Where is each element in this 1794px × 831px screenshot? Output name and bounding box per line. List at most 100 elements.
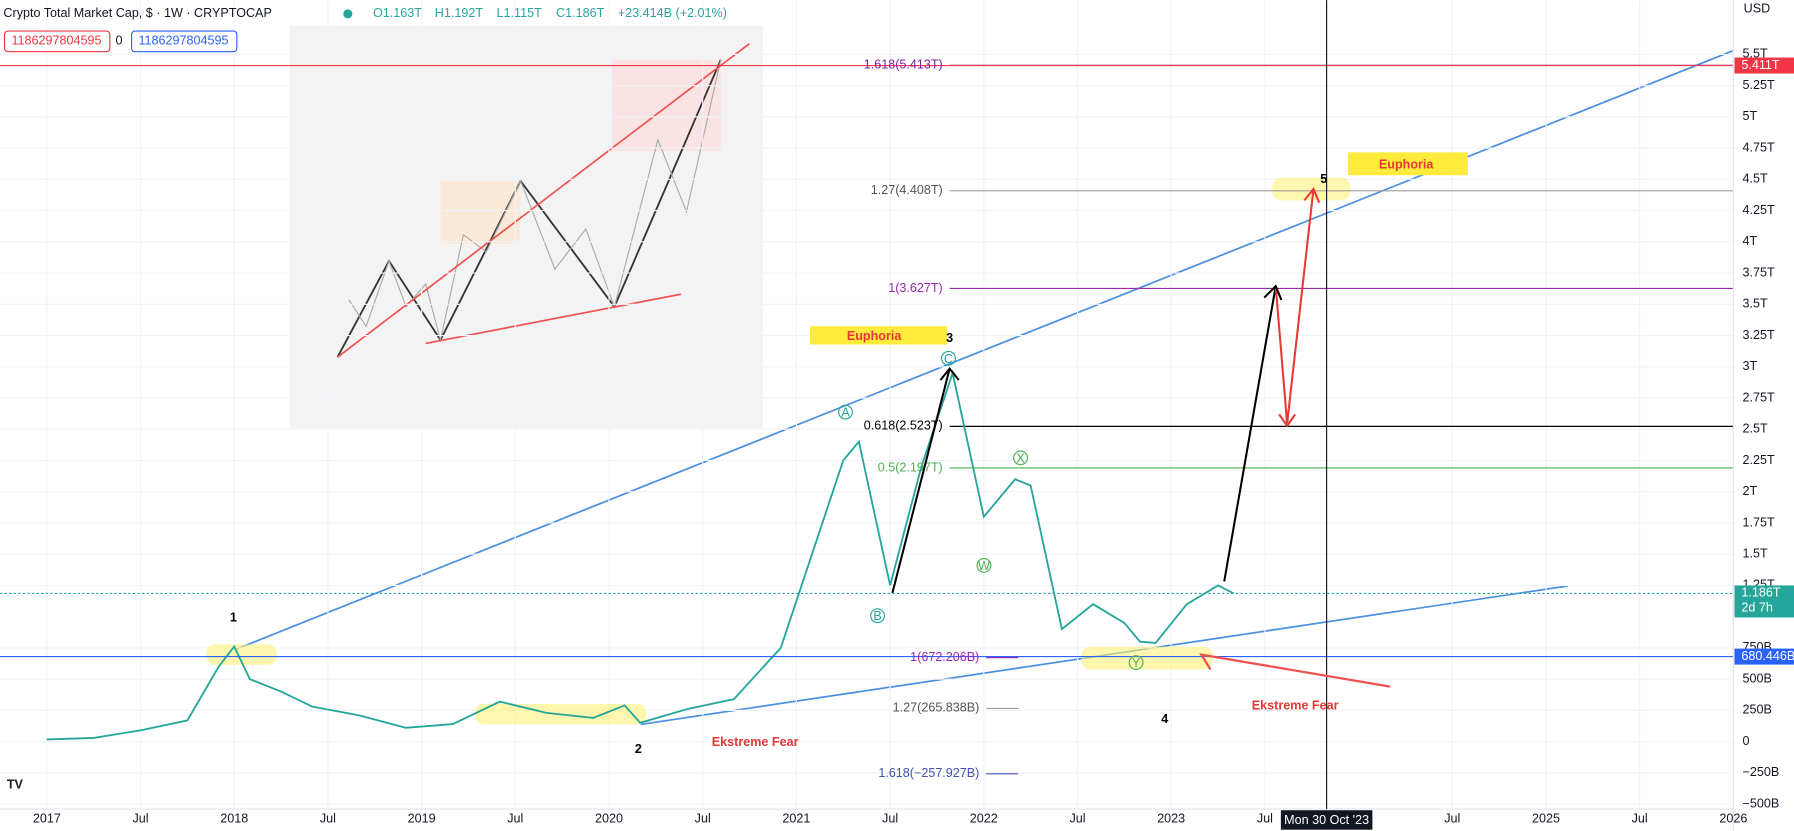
annotation: Euphoria [847, 329, 903, 343]
fib-label: 1(3.627T) [888, 281, 943, 295]
inset-subwave [348, 59, 722, 341]
highlight [810, 326, 948, 345]
status-dot [343, 9, 353, 19]
price-axis [1733, 0, 1794, 831]
annotation: 3 [946, 331, 953, 345]
x-tick-label: Jul [1444, 812, 1460, 826]
y-tick-label: 4.5T [1743, 172, 1768, 186]
logo[interactable]: TV [7, 777, 24, 791]
x-tick-label: 2018 [220, 812, 248, 826]
inset-zone [612, 59, 721, 152]
x-tick-label: 2023 [1157, 812, 1185, 826]
wave-circle [838, 404, 853, 420]
fib-label: 1(672.206B) [910, 650, 979, 664]
ohlc: C1.186T [556, 6, 605, 20]
y-tick-label: 3.25T [1743, 328, 1775, 342]
price-tag-sub: 2d 7h [1741, 601, 1772, 615]
annotation: 5 [1320, 172, 1327, 186]
price-tag-label: 680.446B [1741, 649, 1794, 663]
y-tick-label: 4.75T [1743, 140, 1775, 154]
arrow [1223, 286, 1277, 582]
input-box[interactable] [131, 30, 238, 53]
x-tick-label: Jul [507, 812, 523, 826]
annotation: 1 [230, 610, 237, 624]
y-tick-label: 250B [1743, 703, 1772, 717]
ohlc: L1.115T [497, 6, 543, 20]
x-tick-label: 2022 [970, 812, 998, 826]
annotation: A [841, 406, 850, 420]
y-tick-label: 4.25T [1743, 203, 1775, 217]
x-tick-label: 2017 [33, 812, 61, 826]
highlight [1272, 177, 1351, 201]
inset-zone [440, 180, 521, 244]
highlight [1347, 152, 1468, 176]
x-tick-label: 2019 [408, 812, 436, 826]
y-tick-label: 5.25T [1743, 78, 1775, 92]
annotation: X [1016, 451, 1025, 465]
ohlc: O1.163T [373, 6, 422, 20]
y-tick-label: 3.5T [1743, 297, 1768, 311]
arrow [1274, 188, 1315, 424]
input-box[interactable] [4, 30, 111, 53]
fib-label: 0.618(2.523T) [864, 419, 943, 433]
inset-wave [336, 59, 722, 358]
annotation: Y [1132, 656, 1141, 670]
price-tag-label: 1.186T [1741, 586, 1780, 600]
y-tick-label: 500B [1743, 671, 1772, 685]
y-tick-label: −250B [1743, 765, 1780, 779]
annotation: Ekstreme Fear [712, 735, 799, 749]
price-line [46, 369, 1235, 741]
wave-circle [1128, 655, 1144, 671]
x-tick-label: 2021 [782, 812, 810, 826]
wave-circle [941, 350, 956, 366]
x-tick-label: Jul [882, 812, 898, 826]
fib-label: 1.618(−257.927B) [878, 766, 979, 780]
wave-circle [976, 557, 992, 573]
inset-trend [336, 42, 750, 358]
input-value: 1186297804595 [138, 34, 228, 48]
price-tag [1734, 585, 1794, 618]
y-tick-label: 1.75T [1743, 515, 1775, 529]
y-tick-label: 4T [1743, 234, 1758, 248]
y-tick-label: 0 [1743, 734, 1750, 748]
y-tick-label: 3T [1743, 359, 1758, 373]
fib-label: 0.5(2.197T) [878, 460, 943, 474]
y-tick-label: 3.75T [1743, 265, 1775, 279]
symbol-title: Crypto Total Market Cap, $ · 1W · CRYPTO… [3, 6, 271, 20]
fib-label: 1.618(5.413T) [864, 58, 943, 72]
arrow-head [1263, 284, 1283, 301]
arrow [1199, 653, 1391, 688]
y-tick-label: −500B [1743, 796, 1780, 810]
arrow-head [1303, 186, 1321, 204]
arrow-head [1278, 413, 1297, 428]
arrow-head [939, 366, 960, 381]
annotation: 4 [1161, 712, 1168, 726]
annotation: 2 [635, 742, 642, 756]
wave-circle [870, 608, 885, 624]
y-tick-label: 2.75T [1743, 390, 1775, 404]
y-tick-label: 2.5T [1743, 422, 1768, 436]
y-tick-label: 5.5T [1743, 47, 1768, 61]
y-tick-label: 2.25T [1743, 453, 1775, 467]
crosshair-tag [1280, 810, 1373, 830]
y-tick-label: 5T [1743, 109, 1758, 123]
currency: USD [1744, 2, 1771, 16]
annotation: C [944, 352, 953, 366]
wave-circle [1013, 450, 1029, 466]
input-value: 1186297804595 [11, 34, 101, 48]
x-tick-label: Jul [320, 812, 336, 826]
ohlc: +23.414B (+2.01%) [618, 6, 727, 20]
annotation: W [978, 559, 990, 573]
ohlc: H1.192T [435, 6, 484, 20]
price-tag-label: 5.411T [1741, 58, 1780, 72]
fib-label: 1.27(265.838B) [893, 701, 980, 715]
price-tag [1734, 648, 1794, 665]
x-tick-label: Jul [132, 812, 148, 826]
input-value: 0 [116, 34, 123, 48]
y-tick-label: 2T [1743, 484, 1758, 498]
x-tick-label: Jul [695, 812, 711, 826]
trend-line [236, 49, 1734, 650]
price-tag [1734, 57, 1794, 74]
